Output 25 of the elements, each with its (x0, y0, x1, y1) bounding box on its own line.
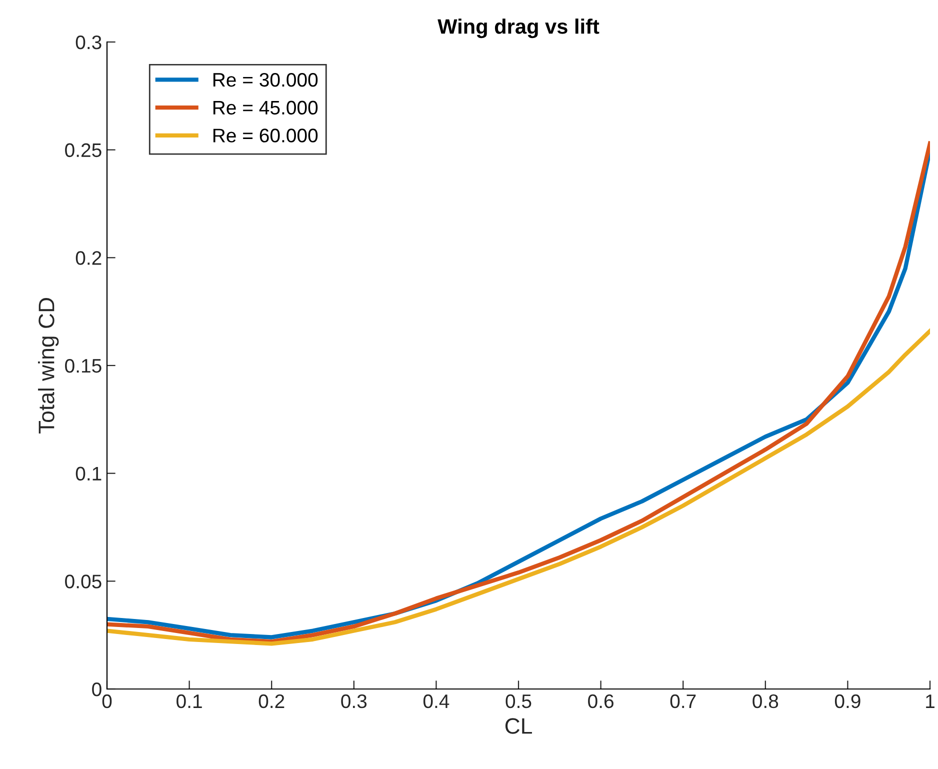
y-tick-label: 0.25 (65, 143, 102, 158)
line-series (107, 328, 930, 646)
x-tick-label: 1 (926, 694, 934, 708)
x-tick-label: 0.8 (752, 694, 778, 708)
x-tick-label: 0.4 (423, 694, 450, 708)
x-tick-label: 0.3 (341, 694, 367, 708)
y-tick-label: 0.05 (65, 574, 102, 588)
legend-label: Re = 30.000 (213, 72, 318, 87)
x-tick-label: 0.7 (670, 694, 696, 708)
x-tick-label: 0.9 (834, 694, 860, 708)
x-tick-label: 0 (102, 694, 112, 708)
x-tick-label: 0.1 (176, 694, 202, 708)
y-tick-label: 0 (92, 682, 102, 696)
x-axis-title: CL (505, 718, 532, 734)
x-tick-label: 0.5 (506, 694, 532, 708)
chart-title: Wing drag vs lift (438, 18, 600, 38)
x-tick-label: 0.2 (258, 694, 284, 708)
y-tick-label: 0.2 (76, 251, 102, 265)
legend-label: Re = 45.000 (213, 100, 318, 115)
y-axis-title: Total wing CD (38, 298, 59, 434)
y-tick-label: 0.3 (76, 35, 102, 50)
legend-label: Re = 60.000 (213, 128, 318, 142)
y-tick-label: 0.15 (65, 358, 102, 373)
y-tick-label: 0.1 (76, 466, 102, 481)
x-tick-label: 0.6 (588, 694, 614, 708)
